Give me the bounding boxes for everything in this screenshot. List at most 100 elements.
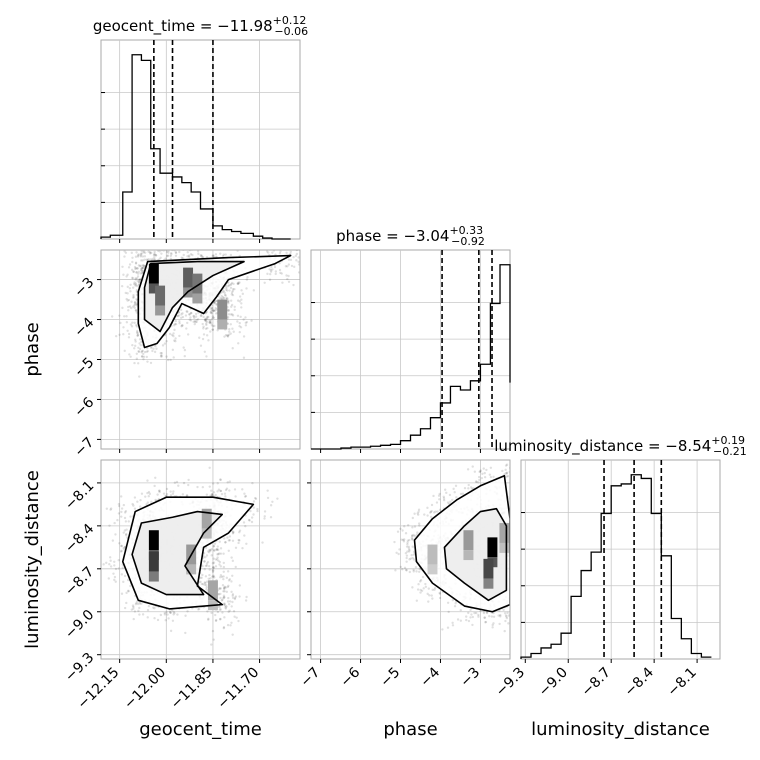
scatter-point bbox=[295, 252, 299, 256]
scatter-point bbox=[510, 596, 512, 598]
scatter-point bbox=[122, 531, 125, 534]
scatter-point bbox=[483, 616, 486, 620]
scatter-point bbox=[216, 490, 219, 493]
scatter-point bbox=[292, 255, 295, 259]
scatter-point bbox=[137, 253, 140, 256]
scatter-point bbox=[241, 546, 244, 550]
scatter-point bbox=[149, 258, 152, 261]
scatter-point bbox=[514, 580, 516, 582]
scatter-point bbox=[417, 508, 421, 511]
scatter-point bbox=[529, 587, 531, 589]
scatter-point bbox=[426, 592, 429, 596]
scatter-point bbox=[403, 538, 406, 541]
scatter-point bbox=[407, 550, 411, 553]
scatter-point bbox=[146, 258, 149, 262]
scatter-point bbox=[183, 354, 186, 358]
scatter-point bbox=[209, 549, 212, 553]
scatter-point bbox=[256, 507, 259, 511]
scatter-point bbox=[484, 621, 487, 624]
scatter-point bbox=[515, 565, 517, 567]
scatter-point bbox=[198, 336, 201, 339]
scatter-point bbox=[108, 563, 111, 566]
scatter-point bbox=[200, 582, 203, 586]
scatter-point bbox=[196, 250, 200, 253]
scatter-point bbox=[517, 497, 519, 499]
scatter-point bbox=[244, 494, 248, 498]
scatter-point bbox=[491, 623, 494, 627]
scatter-point bbox=[245, 287, 248, 290]
scatter-point bbox=[210, 317, 214, 321]
scatter-point bbox=[201, 582, 205, 586]
scatter-point bbox=[135, 302, 138, 306]
scatter-point bbox=[286, 265, 289, 268]
scatter-point bbox=[229, 299, 233, 302]
scatter-point bbox=[188, 318, 191, 321]
scatter-point bbox=[134, 267, 138, 270]
scatter-point bbox=[454, 484, 458, 488]
scatter-point bbox=[216, 610, 220, 614]
x-tick-label: −6 bbox=[337, 664, 363, 690]
scatter-point bbox=[412, 570, 415, 573]
scatter-point bbox=[114, 334, 118, 338]
scatter-point bbox=[135, 284, 138, 288]
scatter-point bbox=[287, 274, 290, 278]
scatter-point bbox=[206, 326, 209, 330]
scatter-point bbox=[225, 286, 228, 290]
scatter-point bbox=[137, 264, 141, 267]
scatter-point bbox=[511, 582, 513, 584]
scatter-point bbox=[214, 253, 218, 256]
scatter-point bbox=[269, 270, 273, 273]
contour-line bbox=[413, 474, 510, 613]
scatter-point bbox=[236, 282, 239, 285]
scatter-point bbox=[218, 618, 222, 621]
scatter-point bbox=[512, 552, 514, 554]
scatter-point bbox=[205, 493, 209, 496]
scatter-point bbox=[180, 313, 183, 316]
panel-frame bbox=[100, 459, 301, 660]
scatter-point bbox=[414, 565, 418, 569]
scatter-point bbox=[206, 315, 209, 319]
scatter-point bbox=[193, 320, 197, 323]
scatter-point bbox=[244, 324, 248, 327]
scatter-point bbox=[113, 575, 117, 579]
scatter-point bbox=[217, 548, 220, 551]
scatter-point bbox=[230, 580, 233, 583]
density-block bbox=[155, 285, 166, 306]
scatter-point bbox=[269, 515, 273, 519]
scatter-point bbox=[268, 268, 271, 271]
scatter-point bbox=[124, 220, 126, 222]
scatter-point bbox=[139, 272, 142, 275]
scatter-point bbox=[513, 531, 515, 533]
panel-frame bbox=[310, 459, 511, 660]
scatter-point bbox=[280, 272, 283, 275]
scatter-point bbox=[445, 491, 448, 495]
scatter-point bbox=[226, 600, 230, 603]
scatter-point bbox=[214, 619, 218, 623]
scatter-point bbox=[489, 475, 493, 479]
x-tick-label: −9.3 bbox=[493, 665, 528, 700]
scatter-point bbox=[412, 558, 416, 561]
scatter-point bbox=[237, 538, 240, 542]
scatter-point bbox=[465, 615, 468, 618]
scatter-point bbox=[482, 611, 486, 615]
scatter-point bbox=[518, 513, 520, 515]
panel-title-phase: phase = −3.04+0.33 −0.92 bbox=[336, 224, 485, 248]
scatter-point bbox=[499, 615, 502, 618]
scatter-point bbox=[404, 552, 408, 555]
scatter-point bbox=[421, 575, 425, 579]
scatter-point bbox=[231, 313, 234, 316]
scatter-point bbox=[247, 518, 251, 522]
scatter-point bbox=[212, 569, 215, 572]
scatter-point bbox=[237, 619, 240, 623]
scatter-point bbox=[517, 523, 519, 525]
scatter-point bbox=[129, 283, 132, 286]
scatter-point bbox=[215, 308, 218, 311]
scatter-point bbox=[212, 574, 215, 578]
scatter-point bbox=[237, 242, 239, 244]
scatter-point bbox=[515, 537, 517, 539]
scatter-point bbox=[143, 264, 146, 268]
scatter-point bbox=[169, 240, 171, 242]
scatter-point bbox=[221, 254, 225, 258]
scatter-point bbox=[188, 313, 191, 316]
scatter-point bbox=[153, 616, 156, 620]
